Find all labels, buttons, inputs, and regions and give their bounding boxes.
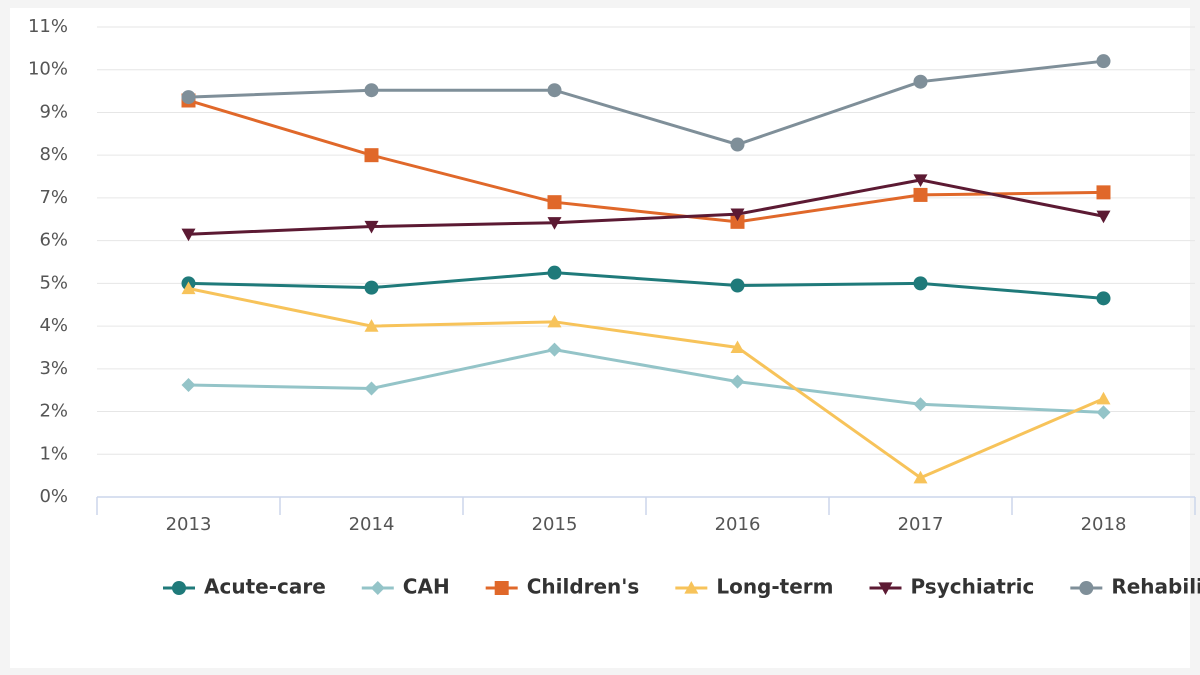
legend-label: Rehabilitation [1111,575,1200,599]
marker [913,74,928,89]
y-tick-label: 5% [39,272,68,293]
y-tick-label: 1% [39,443,68,464]
legend-item: Psychiatric [869,575,1035,599]
legend-label: Long-term [716,575,833,599]
series-line [188,99,1104,224]
marker [1096,210,1111,224]
y-tick-label: 4% [39,315,68,336]
x-tick-label: 2017 [898,514,944,535]
marker [878,582,893,595]
marker [494,581,509,595]
series-line [188,59,1104,147]
series-line [188,178,1104,236]
marker [364,381,379,396]
marker [547,217,562,230]
y-tick-label: 0% [39,486,68,507]
x-tick-label: 2013 [166,514,212,535]
marker [730,340,745,354]
marker [547,83,562,98]
marker [1096,405,1111,420]
legend-label: CAH [403,575,450,599]
marker [172,581,186,595]
legend-item: Rehabilitation [1070,575,1200,599]
marker [730,208,745,222]
y-tick-label: 8% [39,144,68,165]
marker [913,397,928,412]
y-tick-label: 10% [28,59,68,80]
chart-background [10,8,1190,668]
series-line [188,287,1105,480]
marker [181,228,196,242]
marker [547,342,562,357]
x-tick-label: 2016 [715,514,761,535]
marker [913,276,928,291]
marker [181,378,196,393]
legend-item: Acute-care [163,575,326,599]
marker [730,374,745,389]
marker [1096,54,1111,69]
marker [181,281,196,295]
marker [684,581,699,594]
series-line [188,348,1104,414]
marker [547,195,562,210]
marker [913,174,928,187]
legend-item: Long-term [675,575,834,599]
marker [181,90,196,105]
x-tick-label: 2014 [349,514,395,535]
x-tick-label: 2015 [532,514,578,535]
legend-label: Psychiatric [911,575,1035,599]
legend-label: Acute-care [204,575,326,599]
y-tick-label: 7% [39,187,68,208]
x-tick-label: 2018 [1081,514,1127,535]
marker [364,83,379,98]
marker [364,220,379,234]
marker [1096,291,1111,306]
y-tick-label: 2% [39,401,68,422]
marker [1079,581,1094,595]
marker [364,280,379,295]
y-tick-label: 9% [39,101,68,122]
marker [730,137,745,152]
marker [730,214,745,229]
legend-label: Children's [527,575,640,599]
marker [730,278,745,293]
y-tick-label: 6% [39,230,68,251]
y-tick-label: 3% [39,358,68,379]
marker [547,314,562,328]
marker [913,187,928,202]
marker [1096,391,1111,405]
marker [370,581,385,595]
legend-item: CAH [361,575,450,599]
y-tick-label: 11% [28,16,68,37]
marker [547,265,562,280]
series-line [188,271,1104,300]
marker [364,319,379,332]
marker [1096,185,1111,200]
marker [364,148,379,163]
marker [913,470,928,484]
legend-item: Children's [485,575,640,599]
